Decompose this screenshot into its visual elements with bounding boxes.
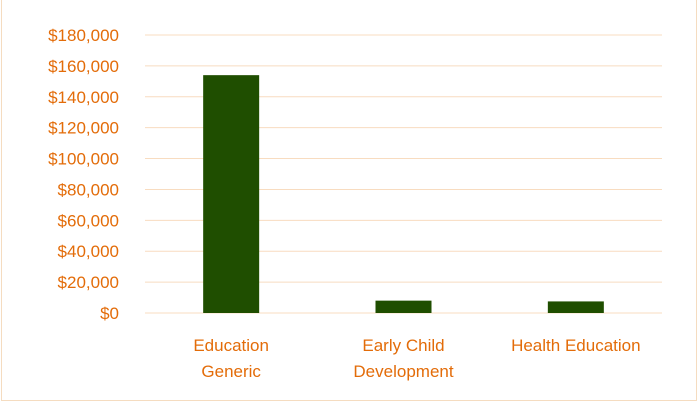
x-tick-label-line: Health Education xyxy=(511,336,640,355)
y-tick-label: $140,000 xyxy=(48,88,119,107)
bar xyxy=(547,301,604,313)
y-tick-label: $60,000 xyxy=(58,211,119,230)
y-tick-label: $180,000 xyxy=(48,26,119,45)
x-tick-label: Health Education xyxy=(511,336,640,355)
x-tick-label-line: Generic xyxy=(201,362,261,381)
x-axis-labels: Education Generic Early Child Development He… xyxy=(193,336,640,381)
y-tick-label: $80,000 xyxy=(58,180,119,199)
x-tick-label-line: Early Child xyxy=(362,336,444,355)
x-tick-label-line: Education xyxy=(193,336,269,355)
y-tick-label: $160,000 xyxy=(48,57,119,76)
y-tick-label: $40,000 xyxy=(58,242,119,261)
bars xyxy=(203,75,604,314)
y-tick-label: $20,000 xyxy=(58,273,119,292)
y-tick-label: $0 xyxy=(100,304,119,323)
y-axis-ticks: $0 $20,000 $40,000 $60,000 $80,000 $100,000 $1… xyxy=(48,26,119,323)
x-tick-label: Education Generic xyxy=(193,336,269,381)
y-tick-label: $100,000 xyxy=(48,150,119,169)
x-tick-label: Early Child Development xyxy=(353,336,453,381)
y-tick-label: $120,000 xyxy=(48,119,119,138)
bar xyxy=(203,75,260,314)
bar xyxy=(375,300,432,313)
x-tick-label-line: Development xyxy=(353,362,453,381)
